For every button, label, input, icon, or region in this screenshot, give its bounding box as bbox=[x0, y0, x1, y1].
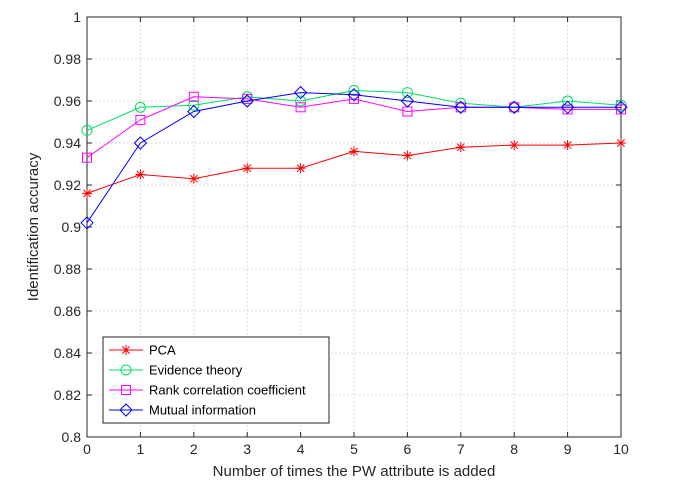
legend-entry-3: Mutual information bbox=[109, 403, 256, 418]
series-line-2 bbox=[86, 96, 621, 159]
series-3-point-7 bbox=[454, 100, 468, 115]
legend-marker-1 bbox=[120, 364, 132, 376]
series-3-point-0 bbox=[80, 216, 94, 230]
series-1-point-6 bbox=[401, 87, 413, 99]
series-0-point-1 bbox=[135, 169, 146, 180]
legend-marker-0 bbox=[121, 345, 131, 355]
series-3-point-2 bbox=[187, 104, 201, 119]
series-2-point-2 bbox=[188, 91, 199, 102]
series-0-point-3-d2 bbox=[243, 164, 252, 173]
series-0-point-8-d2 bbox=[510, 141, 519, 150]
x-tick-label-0: 0 bbox=[83, 441, 91, 457]
series-0-point-0-d2 bbox=[83, 189, 91, 198]
legend-label-2: Rank correlation coefficient bbox=[149, 383, 306, 398]
x-tick-label-9: 9 bbox=[564, 441, 572, 457]
y-tick-label-8: 0.96 bbox=[54, 93, 81, 109]
series-0-point-9 bbox=[562, 140, 573, 151]
y-tick-label-7: 0.94 bbox=[54, 135, 81, 151]
y-tick-label-2: 0.84 bbox=[54, 345, 81, 361]
series-0-point-10-d2 bbox=[617, 139, 625, 147]
x-tick-label-1: 1 bbox=[137, 441, 145, 457]
series-0-point-6-d2 bbox=[403, 151, 412, 160]
y-tick-label-10: 1 bbox=[73, 9, 81, 25]
legend-box bbox=[102, 336, 330, 424]
series bbox=[80, 85, 628, 230]
series-0 bbox=[82, 138, 626, 199]
legend-label-1: Evidence theory bbox=[149, 363, 243, 378]
y-tick-label-3: 0.86 bbox=[54, 303, 81, 319]
x-axis-label: Number of times the PW attribute is adde… bbox=[213, 463, 496, 480]
series-3-point-5 bbox=[347, 87, 361, 102]
series-2-point-1 bbox=[135, 114, 146, 125]
series-3-point-9 bbox=[560, 100, 575, 115]
y-axis-label: Identification accuracy bbox=[25, 152, 42, 301]
x-tick-label-4: 4 bbox=[297, 441, 305, 457]
x-tick-label-10: 10 bbox=[613, 441, 629, 457]
x-tick-label-3: 3 bbox=[243, 441, 251, 457]
legend-marker-0-d2 bbox=[122, 346, 130, 354]
x-tick-label-8: 8 bbox=[510, 441, 518, 457]
legend-entry-2: Rank correlation coefficient bbox=[109, 383, 306, 398]
y-tick-label-1: 0.82 bbox=[54, 387, 81, 403]
series-0-point-6 bbox=[402, 150, 413, 161]
series-0-point-7-d2 bbox=[456, 143, 465, 152]
series-3-point-6 bbox=[400, 94, 415, 108]
legend-entry-0: PCA bbox=[109, 343, 176, 358]
series-2-point-0 bbox=[82, 152, 92, 163]
series-0-point-5-d2 bbox=[350, 147, 358, 156]
series-0-point-4 bbox=[295, 163, 306, 174]
series-line-1 bbox=[86, 89, 622, 131]
series-1-point-4 bbox=[295, 95, 307, 107]
series-3-point-3 bbox=[240, 94, 254, 108]
x-tick-label-6: 6 bbox=[404, 441, 412, 457]
series-3-point-1 bbox=[133, 136, 148, 150]
series-1-point-9 bbox=[562, 95, 574, 107]
legend-entry-1: Evidence theory bbox=[109, 363, 243, 378]
series-0-point-4-d2 bbox=[296, 164, 305, 173]
series-0-point-8 bbox=[509, 140, 520, 151]
x-tick-label-7: 7 bbox=[457, 441, 465, 457]
y-tick-label-5: 0.9 bbox=[62, 219, 82, 235]
series-0-point-1-d2 bbox=[136, 170, 145, 179]
legend-marker-2 bbox=[121, 385, 131, 395]
x-tick-label-2: 2 bbox=[190, 441, 198, 457]
ticks: 0 1 2 3 4 5 6 7 8 9 10 0.8 0.82 0.84 0.86 0.88 0.9 0.92 0.… bbox=[54, 9, 629, 457]
series-2-point-4 bbox=[295, 102, 306, 113]
series-0-point-2 bbox=[188, 173, 199, 184]
series-1-point-1 bbox=[134, 101, 146, 113]
legend-label-0: PCA bbox=[149, 343, 176, 358]
y-tick-label-0: 0.8 bbox=[62, 429, 82, 445]
series-3-point-8 bbox=[507, 100, 521, 115]
series-0-point-0 bbox=[82, 188, 92, 199]
series-0-point-7 bbox=[455, 142, 466, 153]
series-0-point-10 bbox=[616, 138, 626, 148]
series-1-point-2 bbox=[188, 99, 200, 111]
series-3 bbox=[80, 85, 628, 230]
series-0-point-2-d2 bbox=[189, 174, 198, 183]
series-0-point-9-d2 bbox=[563, 141, 572, 150]
series-3-point-4 bbox=[293, 85, 308, 100]
y-tick-label-4: 0.88 bbox=[54, 261, 81, 277]
series-1-point-0 bbox=[81, 124, 93, 136]
series-0-point-5 bbox=[349, 146, 359, 157]
legend: PCA Evidence theory Rank correlation coeff… bbox=[102, 336, 330, 424]
series-line-3 bbox=[86, 92, 621, 224]
series-0-point-3 bbox=[242, 163, 253, 174]
x-tick-label-5: 5 bbox=[350, 441, 358, 457]
y-tick-label-9: 0.98 bbox=[54, 51, 81, 67]
series-1-point-5 bbox=[348, 85, 360, 96]
legend-marker-3 bbox=[119, 403, 133, 417]
y-tick-label-6: 0.92 bbox=[54, 177, 81, 193]
legend-label-3: Mutual information bbox=[149, 403, 256, 418]
series-3-point-10 bbox=[614, 100, 628, 115]
